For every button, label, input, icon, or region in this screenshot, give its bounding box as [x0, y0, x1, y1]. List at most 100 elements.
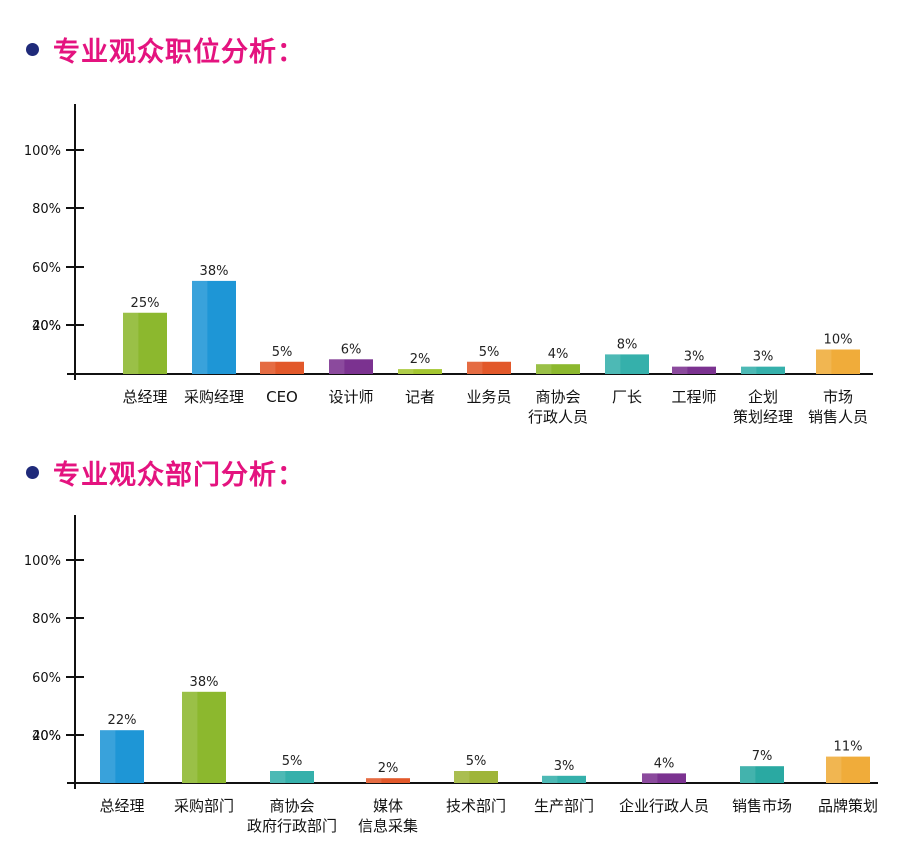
bar-2	[182, 691, 226, 783]
category-label: 企划	[748, 388, 778, 406]
category-label: 设计师	[328, 388, 373, 406]
bullet-icon	[26, 42, 39, 56]
category-label: 策划经理	[733, 408, 793, 426]
bar-highlight	[740, 766, 756, 783]
value-label: 5%	[479, 345, 500, 360]
bar-2	[192, 280, 236, 374]
value-label: 3%	[753, 350, 774, 365]
chart2-title: 专业观众部门分析：	[53, 459, 305, 491]
bar-highlight	[672, 366, 688, 374]
value-label: 4%	[548, 347, 569, 362]
category-label: 品牌策划	[818, 797, 878, 815]
bar-highlight	[454, 771, 470, 783]
y-tick-label: 60%	[32, 261, 61, 276]
value-label: 22%	[108, 713, 137, 728]
bar-7	[536, 364, 580, 374]
bar-highlight	[398, 369, 414, 374]
bar-6	[542, 775, 586, 783]
bar-highlight	[182, 691, 198, 783]
value-label: 2%	[410, 352, 431, 367]
value-label: 38%	[190, 675, 219, 690]
bar-3	[260, 361, 304, 374]
bar-8	[740, 766, 784, 783]
value-label: 5%	[466, 754, 487, 769]
value-label: 7%	[752, 749, 773, 764]
category-label: 行政人员	[528, 408, 588, 426]
category-label: 媒体	[373, 797, 403, 815]
chart1-heading: 专业观众职位分析：	[26, 32, 305, 68]
value-label: 3%	[684, 350, 705, 365]
category-label: 厂长	[612, 388, 642, 406]
category-label: 采购经理	[184, 388, 244, 406]
y-tick-label: 20%	[32, 729, 61, 744]
bar-highlight	[123, 312, 139, 374]
value-label: 4%	[654, 756, 675, 771]
bar-highlight	[741, 366, 757, 374]
chart2-heading: 专业观众部门分析：	[26, 455, 305, 491]
bar-highlight	[826, 756, 842, 783]
bullet-icon	[26, 465, 39, 479]
bar-1	[100, 730, 144, 783]
value-label: 6%	[341, 342, 362, 357]
y-tick-label: 20%	[32, 319, 61, 334]
category-label: 总经理	[99, 797, 144, 815]
category-label: 信息采集	[358, 817, 418, 835]
y-tick-label: 40%	[32, 319, 61, 334]
y-tick-label: 80%	[32, 612, 61, 627]
bar-6	[467, 361, 511, 374]
bar-10	[741, 366, 785, 374]
value-label: 38%	[200, 264, 229, 279]
value-label: 5%	[272, 345, 293, 360]
category-label: 工程师	[671, 388, 716, 406]
bar-highlight	[467, 361, 483, 374]
value-label: 3%	[554, 759, 575, 774]
bar-highlight	[192, 280, 208, 374]
bar-highlight	[542, 775, 558, 783]
chart1-title: 专业观众职位分析：	[53, 36, 305, 68]
value-label: 25%	[131, 296, 160, 311]
bar-4	[329, 359, 373, 374]
y-tick-label: 100%	[24, 554, 61, 569]
position-chart: 100% 80% 60% 40%20% 25% 总经理 38% 采购经理 5% CEO 6% 设计师 2…	[24, 104, 873, 426]
bar-highlight	[270, 771, 286, 783]
category-label: 市场	[823, 388, 853, 406]
bar-highlight	[260, 361, 276, 374]
category-label: 商协会	[535, 388, 580, 406]
value-label: 11%	[834, 740, 863, 755]
bar-3	[270, 771, 314, 783]
value-label: 2%	[378, 761, 399, 776]
bar-highlight	[366, 778, 382, 783]
y-tick-label: 100%	[24, 144, 61, 159]
category-label: CEO	[266, 388, 298, 406]
bar-11	[816, 349, 860, 374]
bar-highlight	[816, 349, 832, 374]
y-tick-label: 60%	[32, 671, 61, 686]
category-label: 政府行政部门	[247, 817, 337, 835]
category-label: 记者	[405, 388, 435, 406]
category-label: 生产部门	[534, 797, 594, 815]
bar-highlight	[605, 354, 621, 374]
bar-5	[454, 771, 498, 783]
y-tick-label: 80%	[32, 202, 61, 217]
bar-highlight	[100, 730, 116, 783]
category-label: 销售市场	[732, 797, 792, 815]
category-label: 业务员	[466, 388, 511, 406]
value-label: 5%	[282, 754, 303, 769]
bar-highlight	[329, 359, 345, 374]
bar-1	[123, 312, 167, 374]
category-label: 采购部门	[174, 797, 234, 815]
bar-9	[672, 366, 716, 374]
bar-9	[826, 756, 870, 783]
bar-highlight	[536, 364, 552, 374]
bar-7	[642, 773, 686, 783]
category-label: 企业行政人员	[619, 797, 709, 815]
value-label: 8%	[617, 337, 638, 352]
value-label: 10%	[824, 333, 853, 348]
bar-4	[366, 778, 410, 783]
bar-highlight	[642, 773, 658, 783]
category-label: 销售人员	[808, 408, 868, 426]
category-label: 技术部门	[446, 797, 506, 815]
y-tick-label: 40%	[32, 729, 61, 744]
category-label: 总经理	[122, 388, 167, 406]
